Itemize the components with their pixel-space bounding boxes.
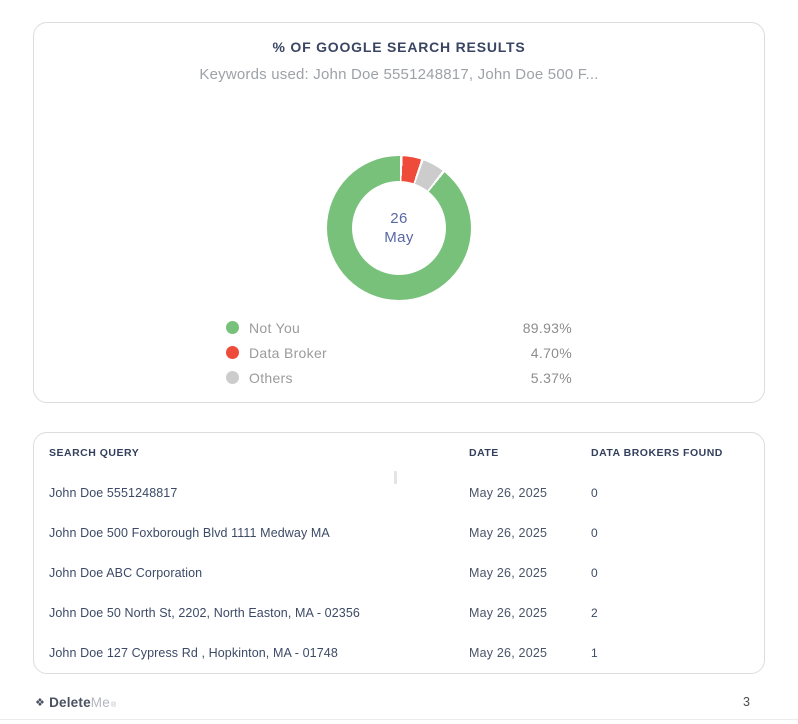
table-header: SEARCH QUERY DATE DATA BROKERS FOUND (34, 433, 764, 459)
legend-dot-not-you-icon (226, 321, 239, 334)
donut-center-month: May (384, 229, 414, 246)
cell-brokers-found: 2 (591, 606, 598, 620)
cell-search-query: John Doe 5551248817 (49, 486, 178, 500)
brand-text-bold: Delete (49, 694, 91, 710)
column-header-date: DATE (469, 447, 499, 459)
cell-date: May 26, 2025 (469, 526, 548, 540)
cell-brokers-found: 0 (591, 566, 598, 580)
chart-title: % OF GOOGLE SEARCH RESULTS (272, 39, 526, 55)
legend-value: 89.93% (522, 319, 572, 336)
table-row: John Doe 127 Cypress Rd , Hopkinton, MA … (34, 633, 764, 673)
chart-subtitle: Keywords used: John Doe 5551248817, John… (199, 66, 599, 83)
google-results-card: % OF GOOGLE SEARCH RESULTS Keywords used… (33, 22, 765, 403)
legend-item-others: Others 5.37% (226, 365, 572, 390)
cell-date: May 26, 2025 (469, 566, 548, 580)
legend-label: Others (249, 369, 293, 386)
legend-value: 5.37% (530, 369, 572, 386)
cell-date: May 26, 2025 (469, 606, 548, 620)
table-body: John Doe 5551248817 May 26, 2025 0 John … (34, 473, 764, 673)
column-header-search-query: SEARCH QUERY (49, 447, 140, 459)
donut-center-label: 26 May (352, 181, 446, 275)
column-header-data-brokers-found: DATA BROKERS FOUND (591, 447, 723, 459)
deleteme-logo: ❖ Delete Me ® (35, 695, 116, 710)
cell-search-query: John Doe 50 North St, 2202, North Easton… (49, 606, 360, 620)
cell-search-query: John Doe ABC Corporation (49, 566, 203, 580)
page-bottom-edge (0, 719, 798, 720)
legend-dot-others-icon (226, 371, 239, 384)
legend-item-data-broker: Data Broker 4.70% (226, 340, 572, 365)
registered-mark: ® (110, 701, 117, 709)
table-row: John Doe 500 Foxborough Blvd 1111 Medway… (34, 513, 764, 553)
four-diamond-icon: ❖ (35, 696, 46, 709)
donut-center-day: 26 (390, 209, 408, 227)
cell-search-query: John Doe 500 Foxborough Blvd 1111 Medway… (49, 526, 330, 540)
donut-chart: 26 May (327, 156, 471, 300)
page-footer: ❖ Delete Me ® 3 (35, 693, 750, 711)
legend-label: Not You (249, 319, 301, 336)
brand-text-light: Me (90, 694, 110, 710)
table-row: John Doe 5551248817 May 26, 2025 0 (34, 473, 764, 513)
cell-brokers-found: 1 (591, 646, 598, 660)
cell-brokers-found: 0 (591, 486, 598, 500)
cell-date: May 26, 2025 (469, 486, 548, 500)
legend-label: Data Broker (249, 344, 327, 361)
chart-legend: Not You 89.93% Data Broker 4.70% Others … (226, 315, 572, 390)
legend-value: 4.70% (530, 344, 572, 361)
cursor-artifact (394, 471, 397, 484)
cell-date: May 26, 2025 (469, 646, 548, 660)
legend-dot-data-broker-icon (226, 346, 239, 359)
table-row: John Doe 50 North St, 2202, North Easton… (34, 593, 764, 633)
legend-item-not-you: Not You 89.93% (226, 315, 572, 340)
cell-brokers-found: 0 (591, 526, 598, 540)
page-number: 3 (743, 695, 750, 709)
search-query-table-card: SEARCH QUERY DATE DATA BROKERS FOUND Joh… (33, 432, 765, 674)
cell-search-query: John Doe 127 Cypress Rd , Hopkinton, MA … (49, 646, 338, 660)
table-row: John Doe ABC Corporation May 26, 2025 0 (34, 553, 764, 593)
